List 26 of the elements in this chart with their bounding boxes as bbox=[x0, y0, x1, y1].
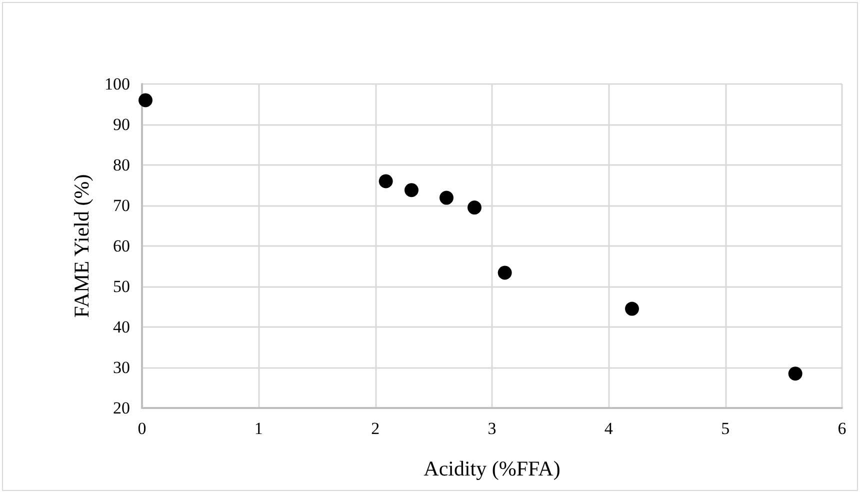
y-tick-label: 50 bbox=[113, 277, 130, 296]
x-tick-label: 0 bbox=[138, 419, 146, 438]
y-tick-label: 20 bbox=[113, 398, 130, 418]
x-tick-label: 1 bbox=[254, 419, 263, 438]
point bbox=[440, 190, 454, 205]
x-tick-label: 4 bbox=[604, 419, 614, 438]
x-axis-title: Acidity (%FFA) bbox=[424, 456, 560, 480]
y-tick-label: 60 bbox=[113, 236, 130, 256]
x-tick-label: 3 bbox=[488, 419, 496, 438]
y-tick-label: 70 bbox=[113, 196, 130, 215]
y-tick-label: 100 bbox=[104, 74, 130, 94]
x-tick-label: 2 bbox=[371, 419, 380, 438]
point bbox=[138, 93, 152, 108]
point bbox=[404, 183, 418, 198]
point bbox=[788, 366, 802, 381]
y-tick-label: 90 bbox=[113, 115, 130, 134]
x-tick-label: 5 bbox=[721, 419, 730, 438]
y-axis-title: FAME Yield (%) bbox=[70, 174, 94, 318]
point bbox=[468, 200, 482, 215]
y-tick-label: 40 bbox=[113, 318, 130, 336]
point bbox=[378, 174, 393, 188]
x-tick-label: 6 bbox=[838, 419, 846, 438]
point bbox=[625, 302, 639, 316]
point bbox=[498, 266, 512, 280]
y-tick-label: 30 bbox=[113, 358, 130, 377]
y-tick-label: 80 bbox=[113, 156, 130, 174]
